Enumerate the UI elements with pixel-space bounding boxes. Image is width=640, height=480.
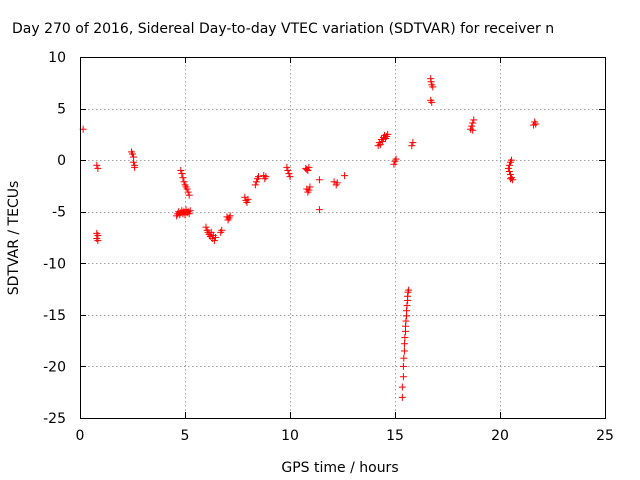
x-tick-label: 20 <box>491 428 509 444</box>
x-axis-label: GPS time / hours <box>281 460 398 476</box>
data-point <box>408 142 416 150</box>
data-point <box>252 178 260 186</box>
data-point <box>333 179 341 187</box>
data-point <box>178 170 186 178</box>
data-point <box>94 237 102 245</box>
data-point <box>315 176 323 184</box>
data-point <box>93 161 101 169</box>
data-point <box>400 340 408 348</box>
x-tick-label: 5 <box>181 428 190 444</box>
y-tick-label: 10 <box>48 50 66 66</box>
data-point <box>409 139 417 147</box>
data-point <box>129 150 136 158</box>
data-point <box>469 126 477 134</box>
data-point <box>210 237 218 245</box>
data-point <box>251 181 259 189</box>
data-point <box>304 166 312 174</box>
axis-ticks <box>80 57 606 419</box>
data-point <box>283 163 291 171</box>
data-point <box>180 178 188 186</box>
data-point <box>505 161 513 169</box>
chart-title: Day 270 of 2016, Sidereal Day-to-day VTE… <box>12 21 554 37</box>
data-point <box>400 354 408 362</box>
data-point <box>398 393 406 401</box>
y-tick-labels: 10 5 0 -5 -10 -15 -20 -25 <box>43 50 66 427</box>
data-point <box>401 334 409 342</box>
data-point <box>185 191 193 199</box>
data-points <box>79 75 540 401</box>
data-point <box>315 206 323 214</box>
data-point <box>378 138 386 146</box>
data-point <box>398 383 406 391</box>
data-point <box>399 362 407 370</box>
data-point <box>186 207 194 215</box>
data-point <box>303 185 311 193</box>
data-point <box>262 173 270 181</box>
data-point <box>304 188 312 196</box>
x-tick-label: 0 <box>76 428 85 444</box>
data-point <box>284 166 292 174</box>
data-point <box>226 212 234 220</box>
data-point <box>390 160 398 168</box>
data-point <box>508 156 516 164</box>
data-point <box>218 226 226 234</box>
x-tick-label: 15 <box>386 428 404 444</box>
plot-frame <box>80 57 606 419</box>
y-tick-label: -5 <box>52 205 66 221</box>
y-axis-label: SDTVAR / TECUs <box>6 181 22 296</box>
x-tick-labels: 0 5 10 15 20 25 <box>76 428 614 444</box>
data-point <box>202 223 210 231</box>
data-point <box>399 373 407 381</box>
data-point <box>505 167 513 175</box>
data-point <box>211 234 219 241</box>
data-point <box>468 122 476 130</box>
data-point <box>185 210 193 218</box>
data-point <box>384 130 392 138</box>
data-point <box>286 173 294 181</box>
y-tick-label: 0 <box>57 153 66 169</box>
y-tick-label: -10 <box>43 256 66 272</box>
data-point <box>532 120 540 128</box>
data-point <box>504 164 512 172</box>
y-tick-label: -15 <box>43 308 66 324</box>
data-point <box>305 163 313 171</box>
x-tick-label: 25 <box>596 428 614 444</box>
x-tick-label: 10 <box>281 428 299 444</box>
data-point <box>427 78 435 86</box>
data-point <box>184 188 192 196</box>
data-point <box>428 98 436 106</box>
y-tick-label: 5 <box>57 102 66 118</box>
data-point <box>130 158 138 166</box>
data-point <box>469 119 477 127</box>
data-point <box>405 286 413 294</box>
data-point <box>470 116 478 124</box>
data-point <box>341 172 349 180</box>
data-point <box>392 155 400 163</box>
data-point <box>285 170 293 178</box>
data-point <box>402 317 410 325</box>
data-point <box>183 185 191 193</box>
data-point <box>403 302 411 310</box>
y-tick-label: -20 <box>43 359 66 375</box>
data-point <box>429 83 437 91</box>
y-tick-label: -25 <box>43 411 66 427</box>
data-point <box>507 175 514 183</box>
data-point <box>244 195 252 203</box>
data-point <box>94 164 102 172</box>
grid-lines <box>80 57 605 418</box>
data-point <box>179 174 187 182</box>
data-point <box>255 173 262 181</box>
data-point <box>177 166 185 174</box>
data-point <box>131 163 139 171</box>
data-point <box>400 347 408 355</box>
data-point <box>243 198 251 206</box>
